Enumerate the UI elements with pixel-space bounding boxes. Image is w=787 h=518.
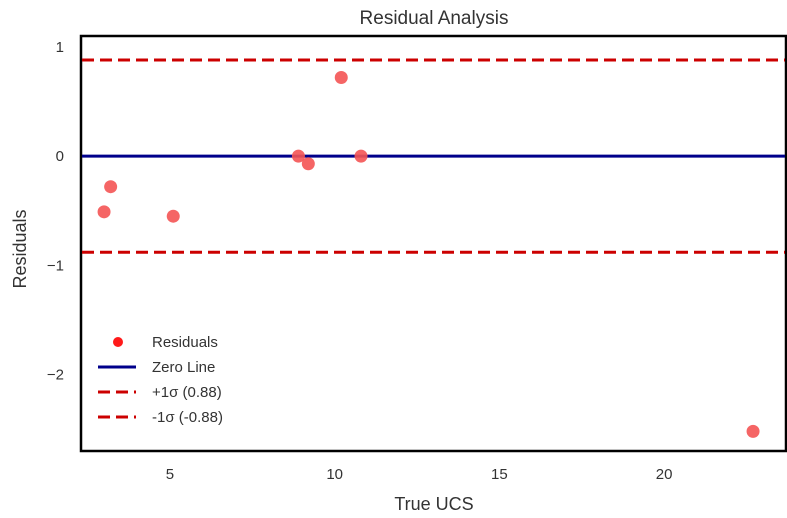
plot-frame: [79, 34, 787, 453]
legend-label: Zero Line: [152, 359, 215, 376]
residual-point: [746, 424, 760, 438]
chart-title: Residual Analysis: [360, 8, 509, 29]
x-tick-label: 5: [166, 466, 174, 483]
legend-label: -1σ (-0.88): [152, 409, 223, 426]
legend-marker: [113, 337, 123, 347]
residual-point: [301, 157, 315, 171]
residual-point: [97, 205, 111, 219]
residual-point: [166, 209, 180, 223]
x-tick-label: 15: [491, 466, 508, 483]
y-axis-title: Residuals: [10, 209, 30, 288]
residual-point: [291, 149, 305, 163]
residual-point: [334, 71, 348, 84]
legend-label: Residuals: [152, 334, 218, 351]
legend: Residuals Zero Line +1σ (0.88) -1σ (-0.88): [98, 334, 223, 426]
y-tick-label: 1: [56, 39, 64, 56]
y-tick-label: −1: [47, 257, 64, 274]
residual-point: [354, 149, 368, 163]
y-tick-label: 0: [56, 148, 64, 165]
residual-point: [104, 180, 118, 194]
x-tick-label: 10: [326, 466, 343, 483]
x-tick-label: 20: [656, 466, 673, 483]
x-axis-title: True UCS: [394, 494, 473, 514]
y-tick-label: −2: [47, 367, 64, 384]
legend-label: +1σ (0.88): [152, 384, 222, 401]
